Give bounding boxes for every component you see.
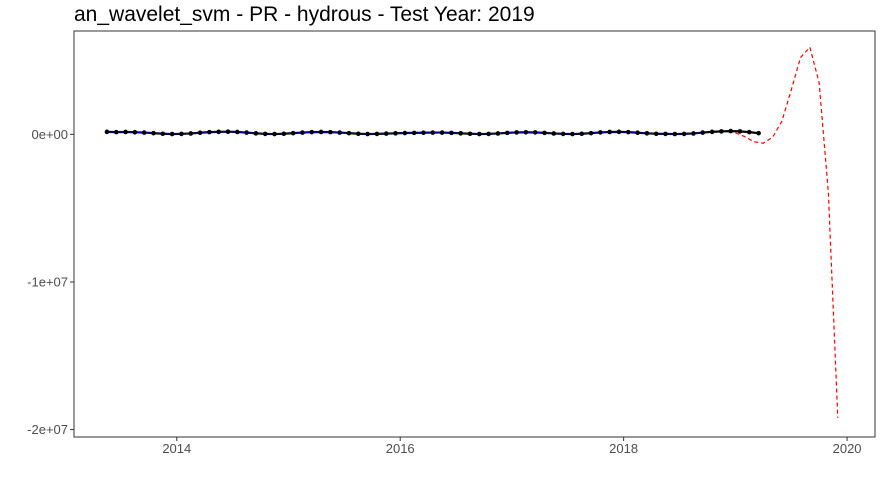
observed-point xyxy=(151,130,156,136)
observed-point xyxy=(709,129,715,135)
x-tick-label: 2014 xyxy=(162,441,191,456)
observed-point xyxy=(402,130,408,136)
x-tick-label: 2016 xyxy=(386,441,415,456)
x-tick-label: 2018 xyxy=(609,441,638,456)
observed-point xyxy=(672,131,678,137)
y-tick-label: -1e+07 xyxy=(27,274,68,289)
observed-point xyxy=(551,131,557,136)
observed-point xyxy=(309,129,315,135)
y-tick-label: 0e+00 xyxy=(31,127,68,142)
observed-point xyxy=(421,130,426,136)
observed-point xyxy=(290,130,296,136)
observed-point xyxy=(383,131,389,136)
observed-point xyxy=(719,129,724,134)
observed-point xyxy=(104,129,110,135)
observed-point xyxy=(430,130,436,135)
observed-point xyxy=(132,129,138,135)
observed-point xyxy=(197,130,203,136)
observed-point xyxy=(570,131,575,137)
observed-point xyxy=(514,130,519,135)
observed-point xyxy=(616,129,622,135)
observed-point xyxy=(588,130,594,136)
observed-point xyxy=(756,130,761,136)
observed-point xyxy=(598,130,603,135)
observed-point xyxy=(644,131,650,136)
observed-point xyxy=(141,130,147,135)
observed-point xyxy=(495,131,501,136)
y-axis: 0e+00 -1e+07 -2e+07 xyxy=(27,127,74,437)
observed-point xyxy=(532,130,538,135)
observed-point xyxy=(253,131,259,136)
observed-point xyxy=(365,131,370,137)
observed-point xyxy=(262,131,268,137)
observed-point xyxy=(467,131,473,137)
observed-point xyxy=(411,130,417,136)
observed-point xyxy=(625,129,631,135)
observed-point xyxy=(188,131,194,136)
observed-point xyxy=(746,129,752,135)
observed-point xyxy=(393,131,398,136)
x-tick-label: 2020 xyxy=(833,441,862,456)
observed-point xyxy=(337,130,342,135)
observed-point xyxy=(504,130,510,136)
observed-point xyxy=(123,129,128,135)
observed-point xyxy=(356,131,361,137)
observed-point xyxy=(346,130,352,136)
observed-point xyxy=(225,129,231,134)
observed-point xyxy=(272,131,277,137)
observed-point xyxy=(607,129,612,135)
observed-point xyxy=(113,129,119,135)
observed-point xyxy=(328,129,333,135)
observed-point xyxy=(728,128,733,134)
forecast-series-line xyxy=(735,46,839,418)
observed-point xyxy=(449,130,454,136)
observed-point xyxy=(477,131,482,137)
observed-point xyxy=(486,131,491,137)
observed-point xyxy=(542,130,547,136)
observed-point xyxy=(681,131,687,137)
observed-point xyxy=(179,131,184,137)
chart-title: an_wavelet_svm - PR - hydrous - Test Yea… xyxy=(74,3,535,26)
observed-point xyxy=(579,131,585,137)
observed-point xyxy=(635,130,640,136)
series-layer xyxy=(104,46,839,418)
observed-point xyxy=(663,131,668,137)
observed-point xyxy=(244,130,249,135)
observed-point xyxy=(374,131,380,137)
observed-point xyxy=(318,129,324,135)
observed-point xyxy=(458,131,464,136)
y-tick-label: -2e+07 xyxy=(27,422,68,437)
observed-point xyxy=(737,129,743,134)
observed-point xyxy=(281,131,287,137)
observed-point xyxy=(207,129,212,135)
observed-point xyxy=(169,131,175,137)
observed-point xyxy=(300,130,305,135)
observed-point xyxy=(700,130,706,135)
observed-point xyxy=(439,130,445,135)
observed-point xyxy=(560,131,566,137)
observed-point xyxy=(653,131,659,137)
observed-point xyxy=(234,129,240,135)
observed-point xyxy=(216,129,221,135)
plot-panel xyxy=(73,30,876,438)
observed-point xyxy=(523,129,529,135)
observed-point xyxy=(160,131,166,137)
x-axis: 2014 2016 2018 2020 xyxy=(162,437,862,456)
observed-point xyxy=(691,131,696,136)
